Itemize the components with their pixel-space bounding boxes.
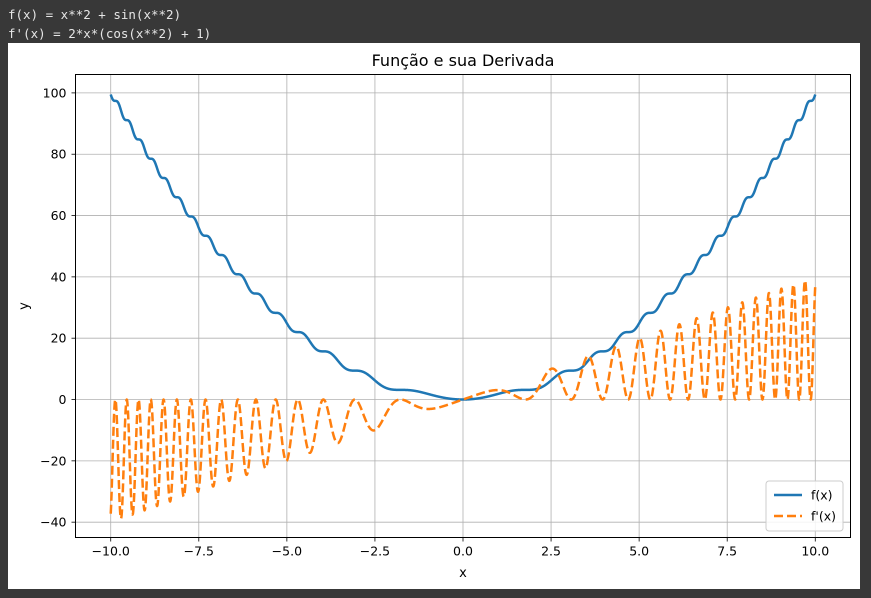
y-tick-label: −40	[40, 515, 66, 530]
y-axis-label: y	[17, 302, 32, 310]
console-line-derivative: f'(x) = 2*x*(cos(x**2) + 1)	[8, 26, 212, 41]
legend-box	[765, 480, 844, 532]
y-tick-label: 0	[59, 392, 67, 407]
chart-svg: Função e sua Derivada −10.0 −7.5 −5.0 −2.5 0…	[17, 51, 851, 581]
axis-ticks: −10.0 −7.5 −5.0 −2.5 0.0 2.5 5.0 7.5 10.0 −40 −20 0…	[40, 85, 829, 558]
legend: f(x) f'(x)	[765, 480, 844, 532]
x-tick-label: 10.0	[801, 544, 829, 559]
series-line-fx	[109, 93, 817, 401]
y-tick-label: 60	[51, 208, 67, 223]
plot-series	[109, 93, 817, 520]
x-tick-label: −7.5	[184, 544, 214, 559]
x-tick-label: −5.0	[272, 544, 302, 559]
grid-lines	[75, 74, 851, 538]
chart-title: Função e sua Derivada	[372, 51, 555, 70]
chart-figure: Função e sua Derivada −10.0 −7.5 −5.0 −2.5 0…	[8, 43, 860, 589]
y-tick-label: 40	[51, 269, 67, 284]
console-line-function: f(x) = x**2 + sin(x**2)	[8, 7, 182, 22]
legend-label: f(x)	[811, 488, 833, 503]
y-tick-label: 20	[51, 331, 67, 346]
x-tick-label: 5.0	[629, 544, 649, 559]
y-tick-label: −20	[40, 453, 66, 468]
x-tick-label: 0.0	[453, 544, 473, 559]
console-output: f(x) = x**2 + sin(x**2) f'(x) = 2*x*(cos…	[0, 0, 871, 44]
x-tick-label: −2.5	[360, 544, 390, 559]
x-tick-label: 2.5	[541, 544, 561, 559]
y-tick-label: 80	[51, 147, 67, 162]
x-axis-label: x	[459, 566, 467, 581]
y-tick-label: 100	[43, 85, 67, 100]
x-tick-label: 7.5	[717, 544, 737, 559]
x-tick-label: −10.0	[92, 544, 130, 559]
legend-label: f'(x)	[811, 509, 836, 524]
